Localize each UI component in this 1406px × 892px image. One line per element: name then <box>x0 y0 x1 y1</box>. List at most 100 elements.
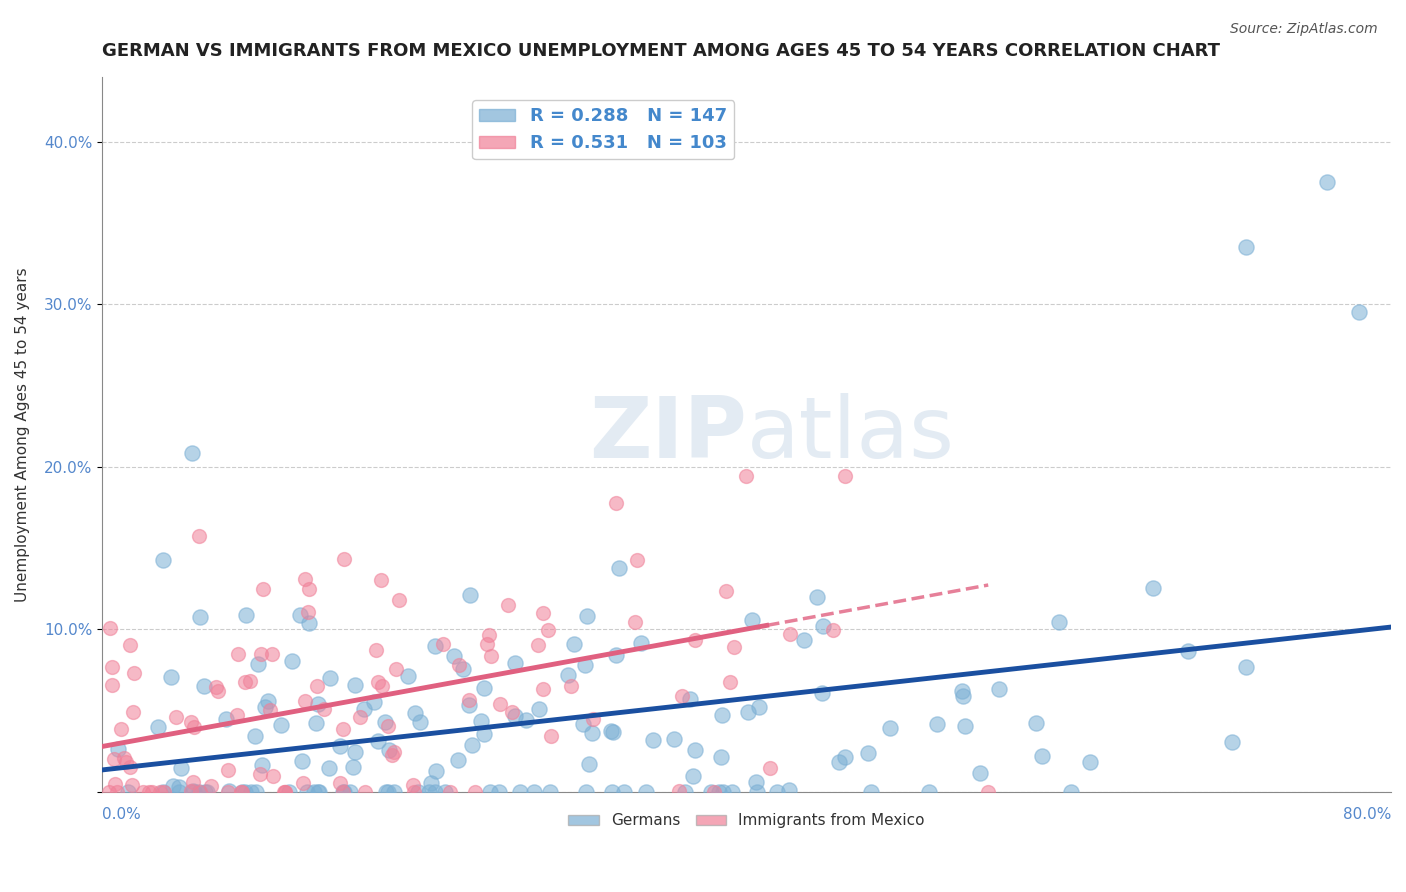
Point <box>225 708 247 723</box>
Point <box>231 785 253 799</box>
Point <box>377 718 399 732</box>
Point <box>193 785 215 799</box>
Text: ZIP: ZIP <box>589 392 747 475</box>
Point <box>110 722 132 736</box>
Point <box>231 785 253 799</box>
Point <box>1177 643 1199 657</box>
Point <box>307 785 329 799</box>
Point <box>527 638 550 652</box>
Point <box>683 743 706 757</box>
Point <box>288 608 311 623</box>
Point <box>969 766 991 780</box>
Point <box>193 679 215 693</box>
Point <box>342 760 364 774</box>
Point <box>952 689 974 703</box>
Point <box>378 743 401 757</box>
Point <box>183 785 205 799</box>
Point <box>294 572 316 586</box>
Point <box>270 717 292 731</box>
Text: 80.0%: 80.0% <box>1343 807 1391 822</box>
Point <box>307 679 329 693</box>
Point <box>425 639 447 653</box>
Point <box>218 784 240 798</box>
Point <box>758 761 780 775</box>
Point <box>398 669 420 683</box>
Point <box>278 785 301 799</box>
Point <box>146 720 169 734</box>
Point <box>710 708 733 723</box>
Point <box>474 726 496 740</box>
Point <box>302 785 325 799</box>
Point <box>307 698 329 712</box>
Point <box>332 722 354 736</box>
Point <box>152 552 174 566</box>
Point <box>112 750 135 764</box>
Point <box>131 785 153 799</box>
Point <box>439 785 461 799</box>
Point <box>149 785 172 799</box>
Point <box>643 733 665 747</box>
Point <box>401 777 423 791</box>
Point <box>679 692 702 706</box>
Point <box>501 706 523 720</box>
Point <box>987 682 1010 697</box>
Point <box>298 582 321 597</box>
Point <box>297 605 319 619</box>
Point <box>382 745 405 759</box>
Point <box>294 694 316 708</box>
Point <box>605 496 627 510</box>
Point <box>100 621 122 635</box>
Point <box>779 627 801 641</box>
Point <box>474 681 496 695</box>
Point <box>188 785 211 799</box>
Point <box>834 750 856 764</box>
Point <box>406 785 429 799</box>
Point <box>464 785 486 799</box>
Point <box>613 785 636 799</box>
Point <box>1234 240 1257 254</box>
Point <box>806 590 828 604</box>
Point <box>152 785 174 799</box>
Point <box>737 705 759 719</box>
Point <box>101 660 124 674</box>
Point <box>101 678 124 692</box>
Point <box>370 573 392 587</box>
Point <box>367 734 389 748</box>
Point <box>425 764 447 778</box>
Y-axis label: Unemployment Among Ages 45 to 54 years: Unemployment Among Ages 45 to 54 years <box>15 267 30 601</box>
Point <box>953 719 976 733</box>
Point <box>745 785 768 799</box>
Point <box>217 763 239 777</box>
Point <box>1347 305 1369 319</box>
Point <box>1220 735 1243 749</box>
Point <box>433 785 456 799</box>
Point <box>200 779 222 793</box>
Point <box>159 670 181 684</box>
Point <box>721 785 744 799</box>
Point <box>741 613 763 627</box>
Point <box>366 643 388 657</box>
Legend: Germans, Immigrants from Mexico: Germans, Immigrants from Mexico <box>562 807 931 834</box>
Point <box>363 695 385 709</box>
Point <box>420 775 443 789</box>
Point <box>115 755 138 769</box>
Point <box>418 785 440 799</box>
Point <box>718 675 741 690</box>
Point <box>710 750 733 764</box>
Point <box>560 679 582 693</box>
Point <box>527 702 550 716</box>
Text: 0.0%: 0.0% <box>103 807 141 822</box>
Point <box>572 717 595 731</box>
Point <box>443 648 465 663</box>
Point <box>314 702 336 716</box>
Point <box>243 729 266 743</box>
Point <box>607 561 630 575</box>
Point <box>371 679 394 693</box>
Point <box>488 785 510 799</box>
Point <box>688 135 710 149</box>
Point <box>332 785 354 799</box>
Point <box>478 627 501 641</box>
Point <box>1078 755 1101 769</box>
Point <box>778 783 800 797</box>
Point <box>246 657 269 672</box>
